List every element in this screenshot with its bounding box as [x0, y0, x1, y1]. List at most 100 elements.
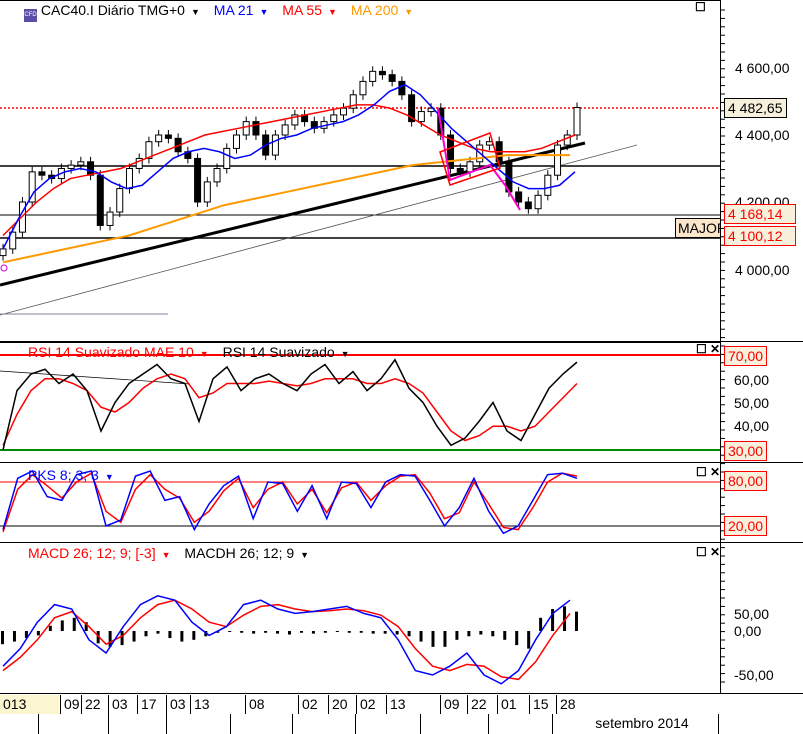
macd-tick: 50,00: [734, 606, 770, 622]
stoch-close-icon[interactable]: ✕: [710, 465, 721, 479]
macd-header: MACD 26; 12; 9; [-3] ▼ MACDH 26; 12; 9 ▼: [28, 545, 319, 561]
stoch-label[interactable]: PKS 8; 3; 3: [28, 467, 99, 483]
rsi-dropdown-icon[interactable]: ▼: [340, 349, 350, 359]
candle-body: [485, 141, 493, 146]
macd-close-icon[interactable]: ✕: [710, 545, 721, 559]
rsi-label[interactable]: RSI 14 Suavizado: [222, 344, 335, 360]
rsi-tick: 40,00: [734, 418, 770, 434]
ma200-line: [2, 154, 570, 264]
price-axis[interactable]: [720, 0, 803, 694]
candle-body: [203, 181, 211, 203]
trendline: [0, 144, 638, 316]
candle-body: [116, 188, 124, 213]
ma200-label[interactable]: MA 200: [350, 2, 399, 18]
macd-histogram-bar: [503, 631, 507, 640]
macd-histogram-bar: [240, 631, 244, 633]
symbol-dropdown-icon[interactable]: ▼: [190, 7, 200, 17]
major-label[interactable]: MAJOR: [675, 218, 721, 238]
candle-body: [417, 111, 425, 123]
rsi-mae-dropdown-icon[interactable]: ▼: [199, 349, 209, 359]
time-axis[interactable]: 013 09 22 03 17 03 13 08 02 20 02 13 09 22 01 15 28: [0, 693, 803, 734]
rsi-mae-label[interactable]: RSI 14 Suavizado MAE 10: [28, 344, 194, 360]
macd-histogram-bar: [12, 631, 16, 642]
divider: [0, 462, 803, 463]
stoch-maximize-icon[interactable]: ☐: [696, 465, 707, 479]
macd-histogram-bar: [108, 631, 112, 647]
stoch-lower-badge: 20,00: [724, 516, 768, 536]
macd-histogram-bar: [36, 631, 40, 636]
macd-histogram-bar: [96, 631, 100, 644]
candle-body: [291, 114, 299, 126]
period-divider: [355, 714, 357, 734]
macd-histogram-bar: [168, 631, 172, 639]
pattern-drawing: [437, 107, 521, 211]
ma200-dropdown-icon[interactable]: ▼: [404, 7, 414, 17]
candle-body: [9, 231, 17, 250]
macd-histogram-bar: [539, 617, 543, 631]
macd-histogram-bar: [24, 631, 28, 639]
candle-body: [0, 248, 7, 257]
rsi-close-icon[interactable]: ✕: [710, 342, 721, 356]
rsi-lower-badge: 30,00: [724, 441, 768, 461]
date-tick: 03: [108, 695, 137, 714]
macd-histogram-bar: [132, 631, 136, 642]
candle-body: [466, 161, 474, 173]
ma21-label[interactable]: MA 21: [213, 2, 254, 18]
macd-maximize-icon[interactable]: ☐: [696, 545, 707, 559]
candle-body: [145, 141, 153, 159]
stoch-upper-badge: 80,00: [724, 471, 768, 491]
macd-histogram-bar: [383, 631, 387, 634]
symbol-label[interactable]: CAC40.I Diário TMG+0: [40, 2, 185, 18]
candle-body: [349, 94, 357, 109]
macd-histogram-bar: [156, 631, 160, 634]
macd-tick: 0,00: [734, 623, 762, 639]
macd-label[interactable]: MACD 26; 12; 9; [-3]: [28, 545, 156, 561]
period-divider: [718, 714, 720, 734]
macd-histogram-bar: [228, 631, 232, 632]
date-tick: 22: [81, 695, 108, 714]
macd-histogram-bar: [323, 631, 327, 633]
date-tick: 03: [166, 695, 190, 714]
candle-body: [524, 201, 532, 210]
macd-histogram-bar: [48, 625, 52, 631]
candle-body: [96, 174, 104, 226]
candle-body: [213, 168, 221, 183]
candle-body: [388, 74, 396, 82]
macd-histogram-bar: [72, 617, 76, 631]
price-tick: 4 400,00: [735, 127, 790, 143]
date-tick: 15: [529, 695, 556, 714]
date-tick: 02: [356, 695, 386, 714]
period-divider: [230, 714, 232, 734]
stoch-dropdown-icon[interactable]: ▼: [104, 472, 114, 482]
rsi-line: [2, 358, 578, 451]
rsi-maximize-icon[interactable]: ☐: [696, 342, 707, 356]
cfd-icon: CFD: [24, 9, 37, 22]
maximize-icon[interactable]: ☐: [695, 0, 706, 14]
candle-body: [155, 134, 163, 143]
rsi-upper-badge: 70,00: [724, 346, 768, 366]
macdh-dropdown-icon[interactable]: ▼: [300, 550, 310, 560]
macd-histogram-bar: [180, 631, 184, 642]
macd-histogram-bar: [60, 620, 64, 631]
candle-body: [164, 134, 172, 139]
macd-histogram-bar: [347, 631, 351, 633]
ma55-label[interactable]: MA 55: [282, 2, 322, 18]
candle-body: [281, 124, 289, 136]
period-divider: [552, 714, 554, 734]
macd-histogram-bar: [479, 631, 483, 635]
candle-body: [242, 121, 250, 136]
price-panel[interactable]: [0, 0, 720, 343]
macdh-label[interactable]: MACDH 26; 12; 9: [184, 545, 295, 561]
ma21-line: [2, 83, 576, 250]
divider: [0, 542, 803, 543]
macd-dropdown-icon[interactable]: ▼: [161, 550, 171, 560]
candle-body: [340, 107, 348, 116]
date-tick: 13: [190, 695, 245, 714]
candle-body: [330, 114, 338, 123]
ma21-dropdown-icon[interactable]: ▼: [259, 7, 269, 17]
macd-histogram-bar: [371, 631, 375, 634]
macd-histogram-bar: [467, 631, 471, 637]
candle-body: [67, 164, 75, 169]
ma55-dropdown-icon[interactable]: ▼: [328, 7, 337, 17]
chart-header: CFD CAC40.I Diário TMG+0 ▼ MA 21 ▼ MA 55 ▼ …: [24, 2, 423, 22]
